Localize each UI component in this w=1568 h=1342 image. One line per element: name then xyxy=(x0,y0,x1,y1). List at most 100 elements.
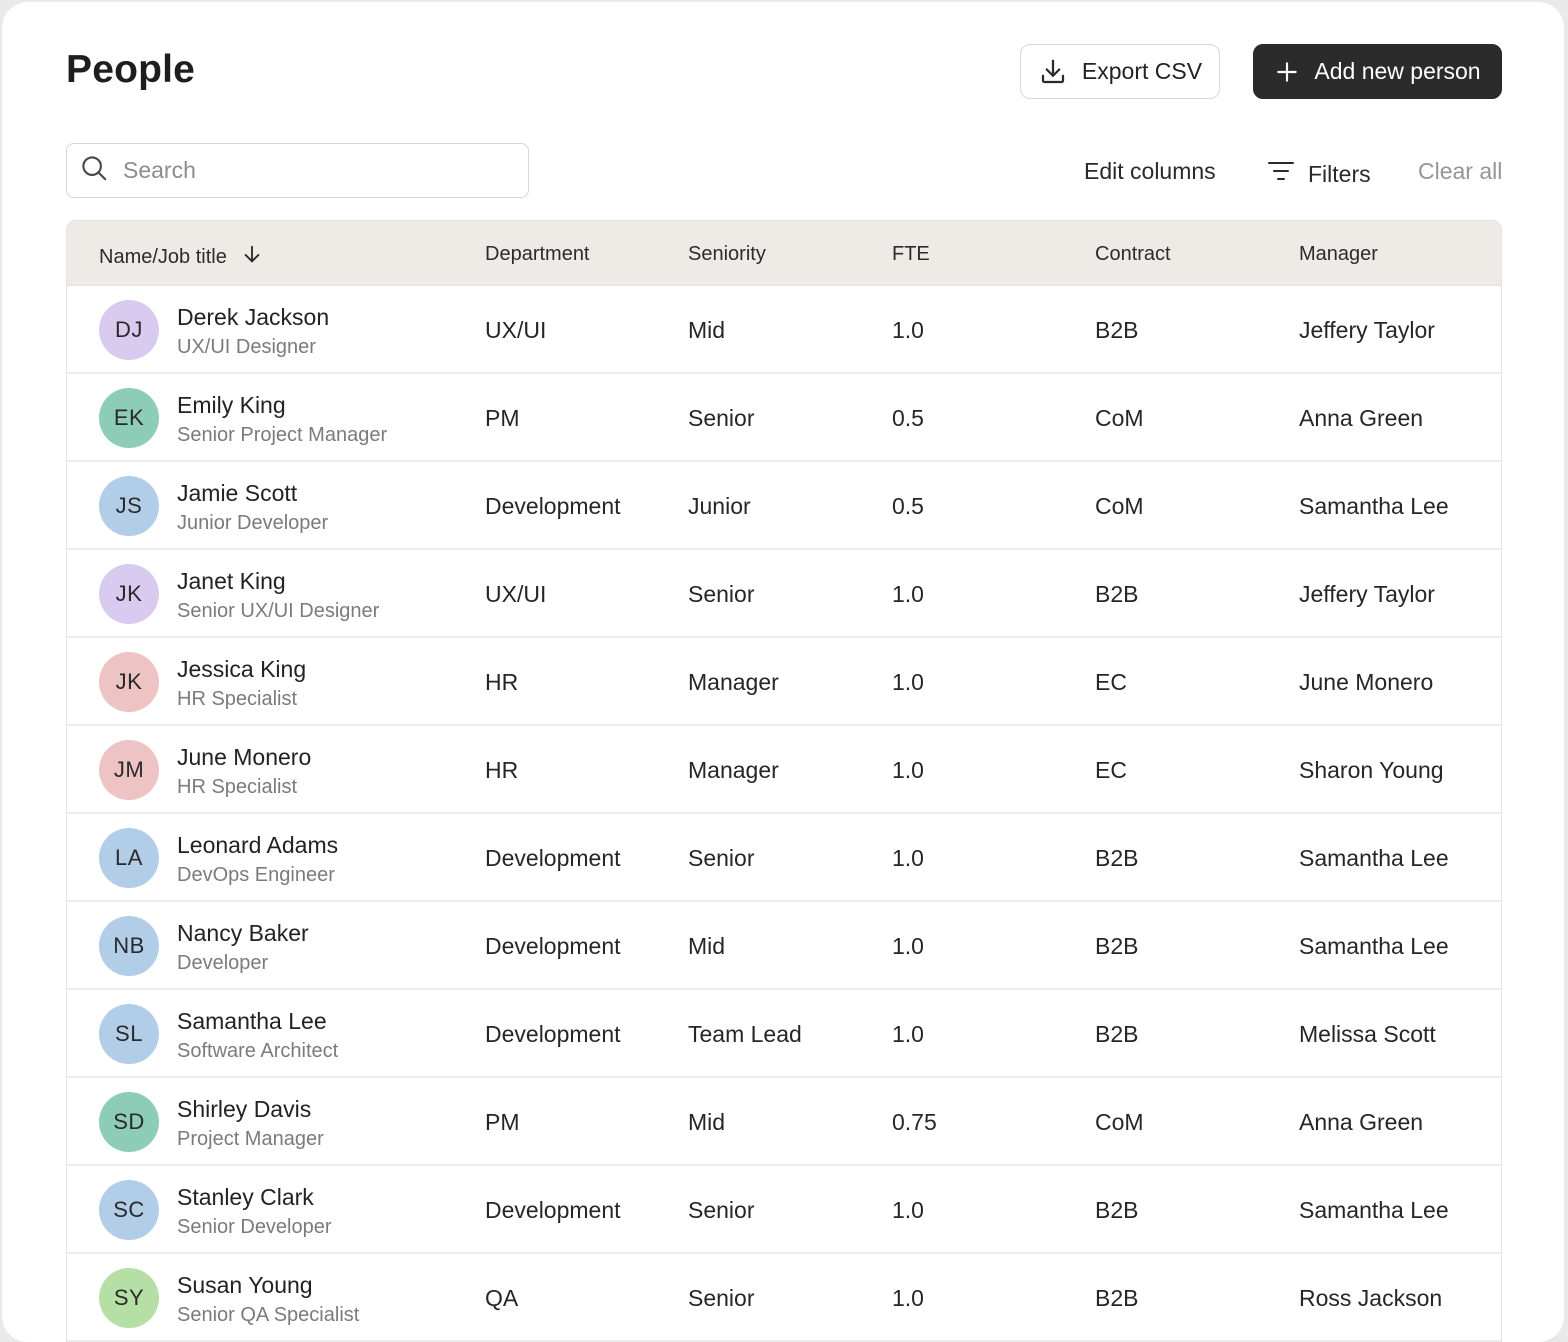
avatar: DJ xyxy=(99,300,159,360)
add-new-person-label: Add new person xyxy=(1314,58,1481,84)
fte-cell: 0.5 xyxy=(892,405,924,431)
department-cell: Development xyxy=(485,493,621,519)
person-name: Nancy Baker xyxy=(177,920,309,946)
table-row[interactable]: DJ Derek Jackson UX/UI Designer UX/UI Mid 1.0… xyxy=(67,286,1501,374)
person-name: June Monero xyxy=(177,744,312,770)
contract-cell: B2B xyxy=(1095,1285,1139,1311)
contract-cell: CoM xyxy=(1095,405,1144,431)
contract-cell: EC xyxy=(1095,669,1127,695)
filters-label: Filters xyxy=(1308,160,1371,187)
contract-cell: B2B xyxy=(1095,845,1139,871)
manager-cell: Samantha Lee xyxy=(1299,1197,1449,1223)
manager-cell: Jeffery Taylor xyxy=(1299,317,1435,343)
job-title: Software Architect xyxy=(177,1040,339,1062)
search-input[interactable] xyxy=(123,157,503,184)
column-header-seniority[interactable]: Seniority xyxy=(688,243,766,265)
job-title: UX/UI Designer xyxy=(177,336,316,358)
job-title: Senior UX/UI Designer xyxy=(177,600,380,622)
search-icon xyxy=(79,153,109,188)
job-title: Senior QA Specialist xyxy=(177,1304,360,1326)
job-title: Developer xyxy=(177,952,269,974)
contract-cell: B2B xyxy=(1095,933,1139,959)
seniority-cell: Junior xyxy=(688,493,751,519)
seniority-cell: Senior xyxy=(688,1285,755,1311)
arrow-down-icon xyxy=(241,243,263,271)
manager-cell: Samantha Lee xyxy=(1299,493,1449,519)
seniority-cell: Senior xyxy=(688,1197,755,1223)
filters-button[interactable]: Filters xyxy=(1266,158,1371,190)
column-header-department[interactable]: Department xyxy=(485,243,590,265)
manager-cell: June Monero xyxy=(1299,669,1434,695)
person-name: Emily King xyxy=(177,392,286,418)
table-header: Name/Job title Department Seniority FTE … xyxy=(67,221,1501,286)
table-body: DJ Derek Jackson UX/UI Designer UX/UI Mid 1.0… xyxy=(67,286,1501,1342)
avatar: NB xyxy=(99,916,159,976)
avatar: JS xyxy=(99,476,159,536)
table-row[interactable]: EK Emily King Senior Project Manager PM Seni… xyxy=(67,374,1501,462)
contract-cell: EC xyxy=(1095,757,1127,783)
job-title: HR Specialist xyxy=(177,688,298,710)
page-title: People xyxy=(66,48,196,91)
people-table: Name/Job title Department Seniority FTE … xyxy=(66,220,1502,1342)
export-csv-label: Export CSV xyxy=(1081,58,1203,84)
person-name: Jamie Scott xyxy=(177,480,298,506)
department-cell: UX/UI xyxy=(485,581,547,607)
filter-icon xyxy=(1266,158,1296,190)
edit-columns-button[interactable]: Edit columns xyxy=(1084,158,1216,184)
department-cell: HR xyxy=(485,757,519,783)
column-header-manager[interactable]: Manager xyxy=(1299,243,1378,265)
export-csv-button[interactable]: Export CSV xyxy=(1020,44,1220,99)
manager-cell: Samantha Lee xyxy=(1299,845,1449,871)
seniority-cell: Senior xyxy=(688,405,755,431)
table-row[interactable]: NB Nancy Baker Developer Development Mid 1.0 B… xyxy=(67,902,1501,990)
avatar: SD xyxy=(99,1092,159,1152)
seniority-cell: Mid xyxy=(688,933,726,959)
column-header-name[interactable]: Name/Job title xyxy=(99,243,263,271)
job-title: Project Manager xyxy=(177,1128,324,1150)
manager-cell: Ross Jackson xyxy=(1299,1285,1443,1311)
manager-cell: Sharon Young xyxy=(1299,757,1444,783)
column-header-contract[interactable]: Contract xyxy=(1095,243,1171,265)
seniority-cell: Mid xyxy=(688,1109,726,1135)
fte-cell: 1.0 xyxy=(892,757,924,783)
person-name: Susan Young xyxy=(177,1272,313,1298)
table-row[interactable]: JK Janet King Senior UX/UI Designer UX/UI Se… xyxy=(67,550,1501,638)
table-row[interactable]: SC Stanley Clark Senior Developer Developme… xyxy=(67,1166,1501,1254)
table-row[interactable]: SD Shirley Davis Project Manager PM Mid 0.75 C… xyxy=(67,1078,1501,1166)
person-name: Shirley Davis xyxy=(177,1096,312,1122)
manager-cell: Melissa Scott xyxy=(1299,1021,1436,1047)
plus-icon xyxy=(1274,59,1300,85)
table-row[interactable]: JK Jessica King HR Specialist HR Manager 1.0 E… xyxy=(67,638,1501,726)
person-name: Derek Jackson xyxy=(177,304,330,330)
person-name: Janet King xyxy=(177,568,286,594)
avatar: SL xyxy=(99,1004,159,1064)
contract-cell: CoM xyxy=(1095,1109,1144,1135)
manager-cell: Samantha Lee xyxy=(1299,933,1449,959)
fte-cell: 1.0 xyxy=(892,845,924,871)
contract-cell: CoM xyxy=(1095,493,1144,519)
table-row[interactable]: JM June Monero HR Specialist HR Manager 1.0 EC… xyxy=(67,726,1501,814)
clear-all-button[interactable]: Clear all xyxy=(1418,158,1503,184)
table-row[interactable]: LA Leonard Adams DevOps Engineer Developmen… xyxy=(67,814,1501,902)
avatar: LA xyxy=(99,828,159,888)
search-box[interactable] xyxy=(66,143,529,198)
table-row[interactable]: SL Samantha Lee Software Architect Developm… xyxy=(67,990,1501,1078)
seniority-cell: Manager xyxy=(688,757,779,783)
department-cell: PM xyxy=(485,405,520,431)
table-row[interactable]: JS Jamie Scott Junior Developer Development… xyxy=(67,462,1501,550)
fte-cell: 1.0 xyxy=(892,933,924,959)
avatar: SC xyxy=(99,1180,159,1240)
job-title: Senior Developer xyxy=(177,1216,332,1238)
department-cell: PM xyxy=(485,1109,520,1135)
job-title: HR Specialist xyxy=(177,776,298,798)
fte-cell: 1.0 xyxy=(892,669,924,695)
table-row[interactable]: SY Susan Young Senior QA Specialist QA Senio… xyxy=(67,1254,1501,1342)
department-cell: Development xyxy=(485,1197,621,1223)
seniority-cell: Team Lead xyxy=(688,1021,802,1047)
download-icon xyxy=(1038,57,1068,87)
department-cell: HR xyxy=(485,669,519,695)
fte-cell: 1.0 xyxy=(892,1021,924,1047)
add-new-person-button[interactable]: Add new person xyxy=(1253,44,1502,99)
column-header-fte[interactable]: FTE xyxy=(892,243,930,265)
manager-cell: Anna Green xyxy=(1299,405,1424,431)
